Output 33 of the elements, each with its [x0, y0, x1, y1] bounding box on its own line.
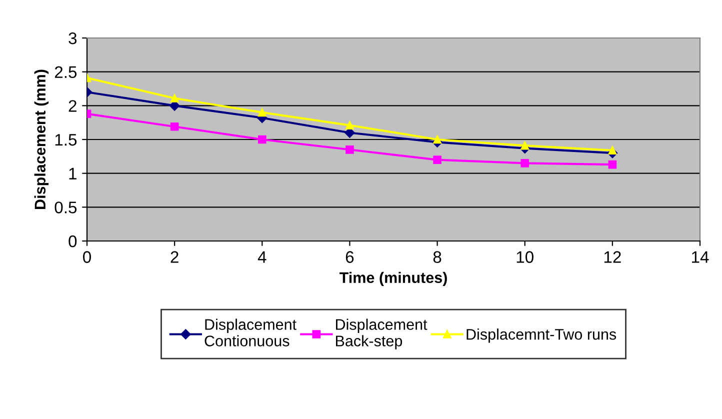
point — [608, 146, 617, 154]
legend-label: Displacement Contionuous — [204, 318, 296, 346]
point — [346, 145, 354, 154]
legend-label: Displacemnt-Two runs — [466, 328, 616, 343]
y-axis-title: Displacement (mm) — [34, 70, 49, 209]
point — [258, 108, 266, 117]
y-tick-label: 0 — [68, 235, 77, 248]
point — [169, 100, 180, 111]
point — [520, 141, 530, 150]
x-tick-label: 2 — [170, 251, 178, 263]
x-tick-label: 10 — [516, 251, 534, 263]
x-axis-title: Time (minutes) — [339, 272, 447, 286]
y-tick-label: 2 — [68, 100, 76, 112]
point — [433, 135, 442, 144]
legend-label: Displacement Back-step — [336, 318, 428, 350]
x-tick-label: 8 — [433, 251, 442, 263]
x-tick-label: 6 — [346, 251, 354, 263]
point — [433, 156, 442, 164]
point — [608, 160, 617, 169]
y-tick-label: 0.5 — [54, 202, 77, 214]
point — [258, 135, 266, 144]
y-tick-label: 1 — [69, 168, 76, 180]
point — [170, 122, 179, 131]
y-tick-label: 1.5 — [55, 134, 77, 146]
x-tick-label: 12 — [604, 251, 621, 263]
point — [346, 121, 354, 130]
x-tick-label: 4 — [258, 251, 266, 263]
y-tick-label: 3 — [68, 32, 77, 44]
x-tick-label: 14 — [692, 251, 709, 263]
x-tick-label: 0 — [83, 251, 91, 263]
point — [520, 159, 530, 168]
y-tick-label: 2.5 — [54, 66, 77, 78]
point — [170, 94, 179, 102]
